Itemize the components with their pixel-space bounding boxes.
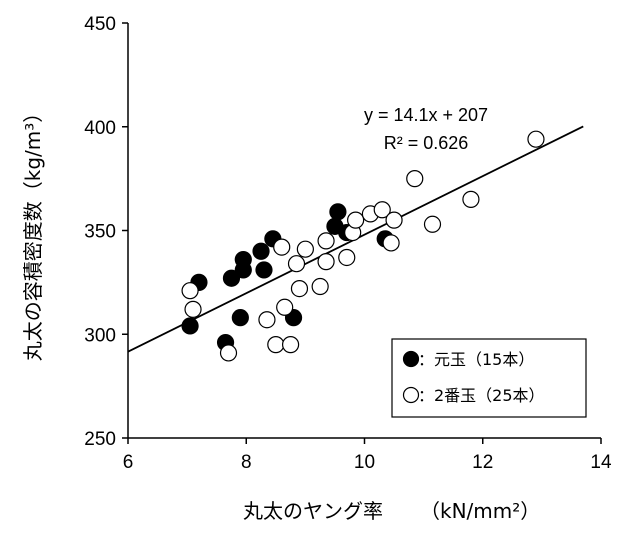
data-point-nibandama (276, 298, 294, 316)
legend-open-circle-icon (402, 386, 420, 404)
data-point-motodama (234, 261, 252, 279)
data-point-nibandama (373, 201, 391, 219)
y-tick-label: 250 (84, 429, 116, 450)
legend-series-2-label: ○：2番玉（25本） (404, 386, 545, 405)
data-point-nibandama (347, 211, 365, 229)
legend-box (391, 338, 587, 418)
y-tick-label: 350 (84, 222, 116, 243)
data-point-motodama (231, 309, 249, 327)
data-point-nibandama (184, 300, 202, 318)
y-ticks: 250 300 350 400 450 (84, 14, 128, 450)
y-axis-label: 丸太の容積密度数（kg/m³） (21, 103, 45, 362)
data-point-nibandama (462, 190, 480, 208)
legend: ●：元玉（15本） ○：2番玉（25本） (391, 338, 587, 418)
data-point-nibandama (423, 215, 442, 233)
x-axis-unit: （kN/mm²） (420, 499, 540, 523)
data-point-nibandama (267, 336, 285, 354)
r-squared-label: R² = 0.626 (384, 133, 469, 153)
x-tick-label: 12 (472, 452, 493, 473)
data-point-motodama (329, 203, 347, 221)
x-tick-label: 10 (354, 452, 375, 473)
data-point-motodama (181, 317, 199, 335)
data-point-nibandama (382, 234, 400, 252)
data-point-nibandama (287, 255, 306, 273)
data-point-nibandama (181, 282, 199, 300)
data-point-nibandama (296, 240, 314, 258)
data-point-nibandama (406, 170, 424, 188)
data-point-nibandama (317, 253, 335, 271)
data-points (181, 130, 545, 362)
trendline-equation: y = 14.1x + 207 (364, 105, 488, 125)
data-point-nibandama (527, 130, 545, 148)
x-tick-label: 8 (241, 452, 252, 473)
data-point-nibandama (258, 311, 276, 329)
data-point-motodama (222, 269, 241, 287)
data-point-nibandama (290, 280, 309, 298)
x-axis-label: 丸太のヤング率 (243, 499, 383, 523)
data-point-motodama (252, 242, 270, 260)
data-point-nibandama (338, 248, 356, 267)
y-tick-label: 450 (84, 14, 116, 35)
data-point-nibandama (281, 336, 300, 354)
legend-filled-circle-icon (402, 350, 420, 368)
legend-series-1-label: ●：元玉（15本） (404, 350, 534, 369)
x-tick-label: 6 (123, 452, 134, 473)
data-point-nibandama (219, 344, 238, 362)
y-tick-label: 300 (84, 325, 116, 346)
x-ticks: 6 8 10 12 14 (123, 438, 612, 473)
x-tick-label: 14 (590, 452, 612, 473)
data-point-nibandama (311, 277, 329, 296)
data-point-nibandama (273, 238, 291, 256)
data-point-nibandama (317, 232, 335, 250)
data-point-nibandama (385, 211, 403, 229)
data-point-motodama (255, 261, 273, 279)
y-tick-label: 400 (84, 118, 116, 139)
